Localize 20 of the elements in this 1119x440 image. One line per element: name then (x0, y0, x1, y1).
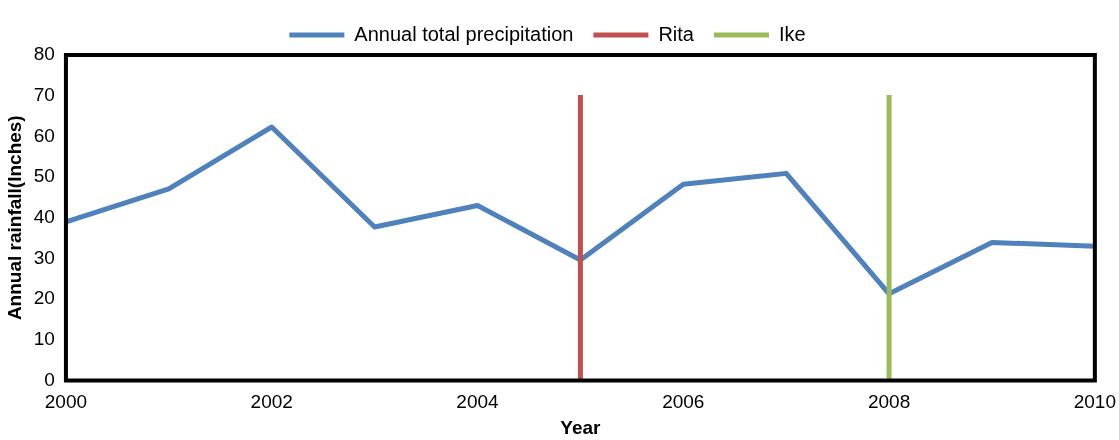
x-tick-label: 2002 (250, 391, 293, 413)
y-tick-label: 40 (33, 205, 55, 227)
x-tick-label: 2008 (867, 391, 911, 413)
y-tick-label: 50 (33, 165, 55, 187)
x-tick-label: 2006 (662, 391, 705, 413)
x-tick-label: 2000 (44, 391, 88, 413)
legend-label: Annual total precipitation (354, 22, 574, 45)
y-tick-label: 10 (33, 327, 55, 349)
y-tick-label: 30 (33, 246, 55, 268)
y-axis-title: Annual rainfall(Inches) (3, 115, 25, 321)
x-tick-label: 2010 (1073, 391, 1117, 413)
x-tick-label: 2004 (456, 391, 500, 413)
legend-label: Ike (778, 22, 806, 45)
y-tick-label: 0 (44, 368, 55, 390)
y-tick-label: 60 (33, 124, 55, 146)
x-axis-title: Year (560, 416, 602, 438)
y-tick-label: 80 (33, 43, 55, 65)
y-tick-label: 70 (33, 83, 55, 105)
legend-label: Rita (658, 22, 695, 45)
y-tick-label: 20 (33, 287, 55, 309)
